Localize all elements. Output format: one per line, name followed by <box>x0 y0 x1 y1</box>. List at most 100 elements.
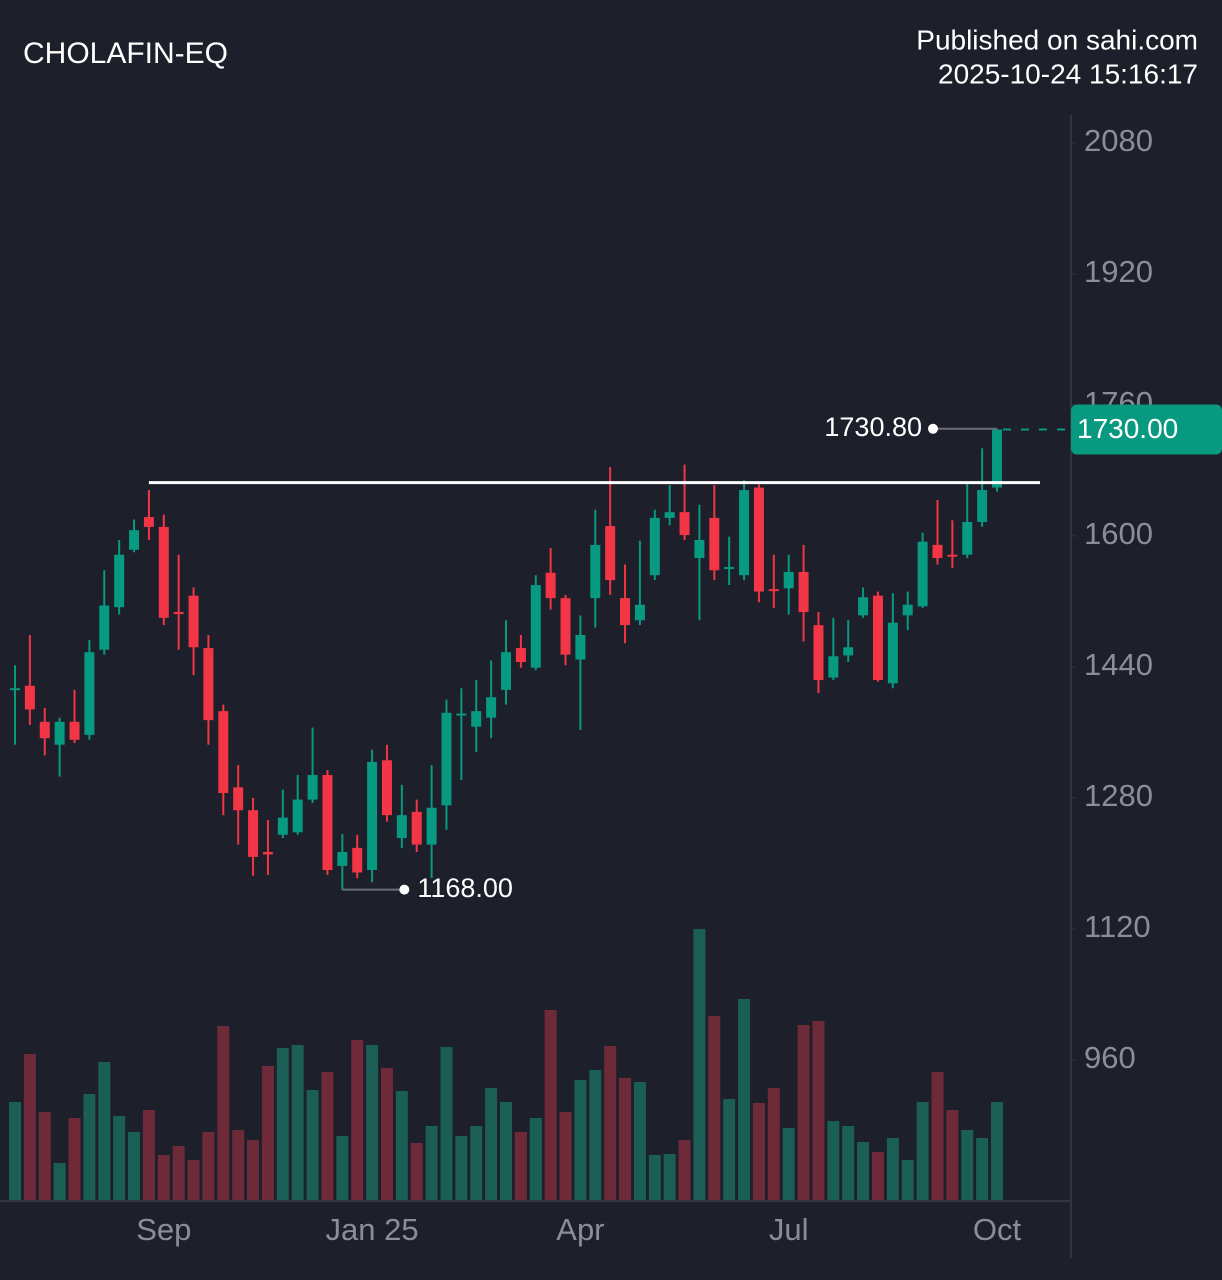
volume-bar <box>752 1103 765 1200</box>
high-marker-dot <box>928 423 938 434</box>
volume-bar <box>306 1090 319 1200</box>
volume-bar <box>380 1068 393 1200</box>
x-tick-label: Jan 25 <box>326 1212 419 1247</box>
volume-bar <box>931 1072 944 1200</box>
candle-body <box>501 652 511 690</box>
candle-body <box>262 851 273 855</box>
candle-body <box>486 697 497 718</box>
candle-body <box>396 815 407 839</box>
volume-bar <box>425 1126 438 1200</box>
low-marker-label: 1168.00 <box>417 873 513 903</box>
candle-body <box>545 572 556 599</box>
y-tick-label: 1280 <box>1084 778 1153 813</box>
high-marker-label: 1730.80 <box>824 412 922 442</box>
volume-bar <box>336 1136 349 1200</box>
volume-bar <box>827 1121 840 1200</box>
volume-bar <box>976 1138 989 1200</box>
volume-bar <box>857 1142 870 1200</box>
volume-bar <box>247 1140 260 1200</box>
volume-bar <box>871 1152 884 1200</box>
volume-bar <box>128 1132 141 1200</box>
candle-body <box>694 539 705 559</box>
candle-body <box>84 652 95 735</box>
y-tick-label: 1600 <box>1084 516 1153 551</box>
volume-bar <box>68 1118 81 1200</box>
volume-bar <box>961 1130 974 1200</box>
volume-bar <box>172 1146 185 1200</box>
volume-bar <box>261 1066 274 1200</box>
last-price-tag <box>1071 404 1222 455</box>
candle-body <box>798 571 809 613</box>
candle-body <box>173 612 184 615</box>
candle-body <box>872 595 883 681</box>
volume-bar <box>9 1102 21 1200</box>
volume-bar <box>321 1072 334 1200</box>
volume-bar <box>98 1062 111 1200</box>
candle-body <box>828 656 839 678</box>
volume-bar <box>812 1021 825 1200</box>
candle-body <box>709 517 720 571</box>
volume-bar <box>946 1110 959 1200</box>
volume-bar <box>767 1088 780 1200</box>
candle-body <box>902 604 913 616</box>
volume-bar <box>157 1155 170 1200</box>
volume-bar <box>485 1088 498 1200</box>
volume-bar <box>187 1160 200 1200</box>
candle-body <box>992 429 1002 488</box>
candle-body <box>54 721 65 745</box>
y-tick-label: 960 <box>1084 1040 1136 1075</box>
candle-body <box>858 597 869 616</box>
candle-body <box>292 799 303 833</box>
volume-bar <box>38 1112 51 1200</box>
volume-bar <box>991 1102 1003 1200</box>
candle-body <box>515 648 526 663</box>
candle-body <box>977 490 988 522</box>
volume-bar <box>604 1046 617 1200</box>
volume-bar <box>559 1112 572 1200</box>
candle-body <box>649 517 660 576</box>
candle-body <box>277 817 288 835</box>
candle-body <box>753 487 764 592</box>
candle-body <box>620 598 631 626</box>
volume-bar <box>217 1026 230 1200</box>
x-tick-label: Jul <box>769 1212 809 1247</box>
volume-bar <box>544 1010 557 1200</box>
candle-body <box>248 810 259 857</box>
candle-body <box>917 541 928 607</box>
candle-body <box>590 544 601 599</box>
candle-body <box>10 688 20 691</box>
candle-body <box>203 648 214 721</box>
volume-bar <box>619 1078 632 1200</box>
volume-bar <box>83 1094 96 1200</box>
volume-bar <box>395 1091 408 1200</box>
candle-body <box>843 647 854 656</box>
candle-body <box>233 787 244 811</box>
volume-bar <box>113 1116 126 1200</box>
y-tick-label: 1120 <box>1084 909 1151 944</box>
volume-bar <box>738 999 751 1200</box>
timestamp: 2025-10-24 15:16:17 <box>938 58 1198 89</box>
candle-body <box>932 544 943 559</box>
volume-bar <box>232 1130 245 1200</box>
candle-body <box>188 595 199 648</box>
volume-bar <box>886 1138 899 1200</box>
volume-bar <box>291 1045 304 1200</box>
candle-body <box>352 847 363 873</box>
candle-body <box>456 713 467 716</box>
candle-body <box>962 521 973 555</box>
volume-bar <box>723 1099 736 1200</box>
volume-bar <box>500 1102 512 1200</box>
y-tick-label: 1920 <box>1084 254 1153 289</box>
volume-bar <box>440 1047 453 1200</box>
candle-body <box>69 721 80 740</box>
candle-body <box>441 712 452 806</box>
candle-body <box>783 571 794 589</box>
source: Published on sahi.com <box>916 24 1198 55</box>
volume-bar <box>23 1054 36 1200</box>
candle-body <box>679 512 690 536</box>
candle-body <box>367 761 378 870</box>
candle-body <box>307 775 318 800</box>
last-price-label: 1730.00 <box>1077 413 1178 444</box>
chart-title: CHOLAFIN-EQ <box>23 37 228 70</box>
